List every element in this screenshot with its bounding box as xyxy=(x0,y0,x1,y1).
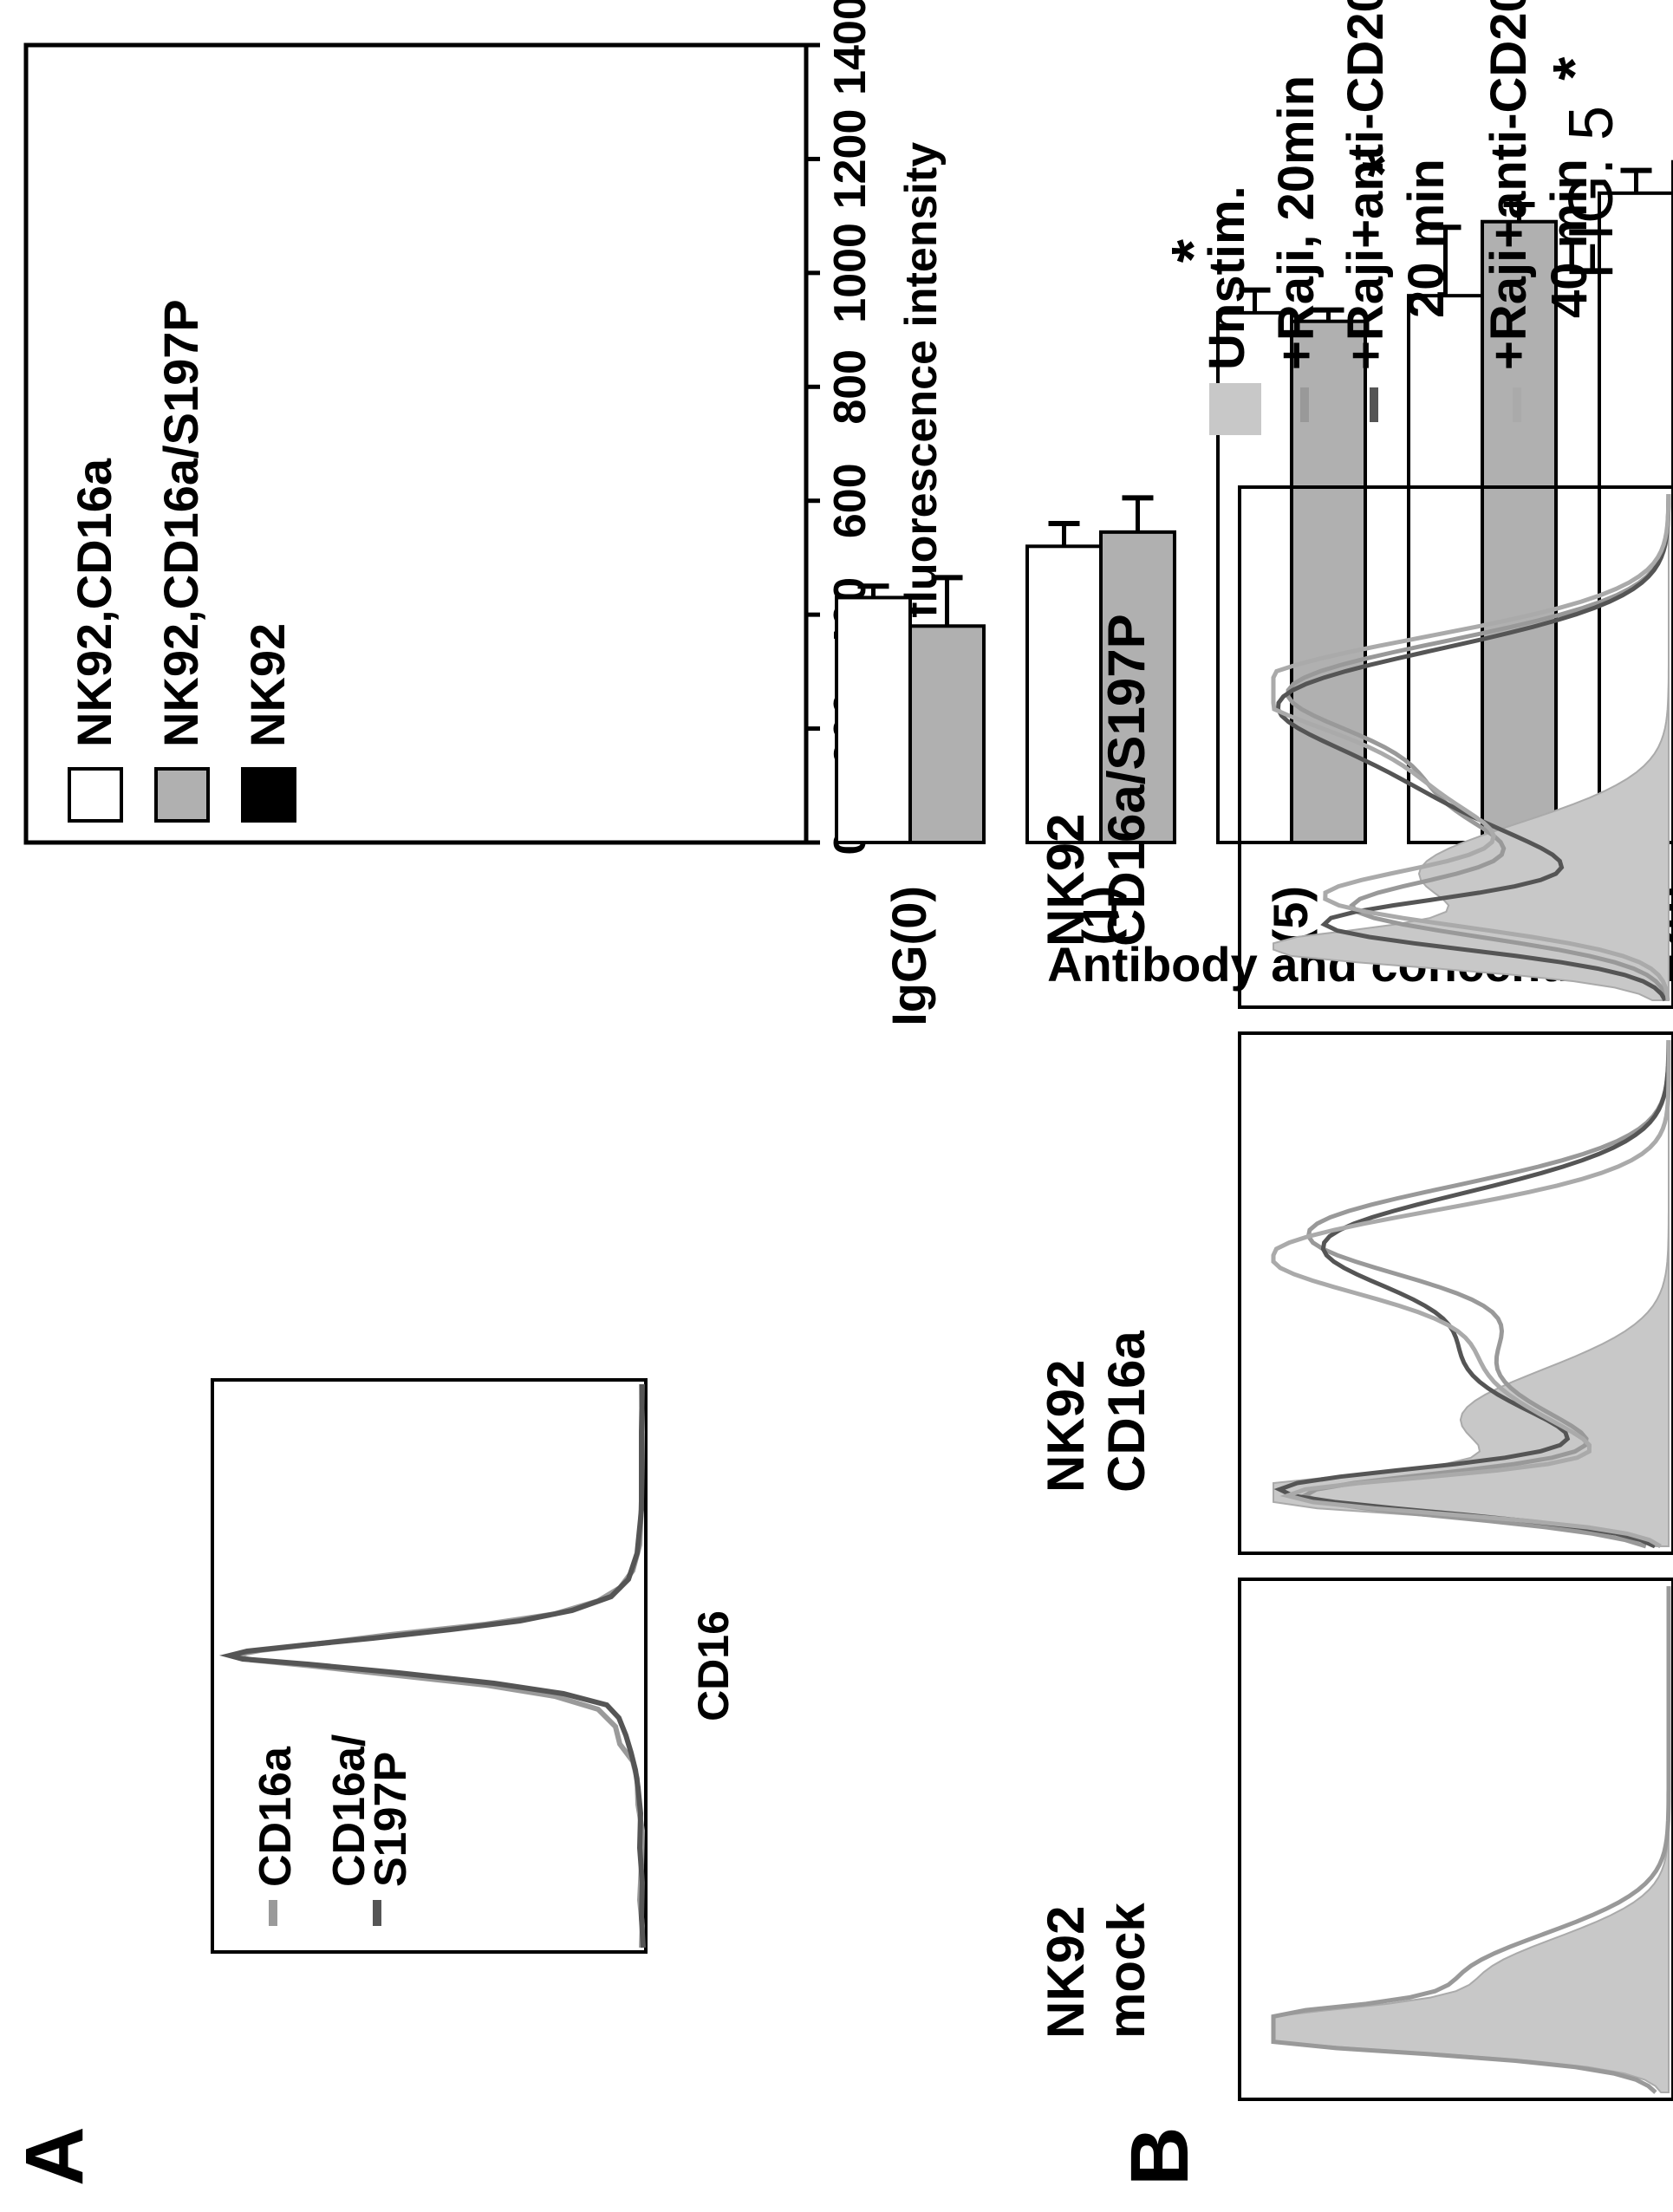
legend-swatch-cd16a xyxy=(269,1900,277,1926)
y-tick-label: 1000 xyxy=(825,223,876,323)
legend-label: NK92 xyxy=(240,623,295,747)
histogram-curve xyxy=(1271,1040,1671,1549)
cd16-histogram: CD16a CD16a/S197P CD16 xyxy=(211,1378,738,1954)
bar xyxy=(835,595,912,844)
legend-label-cd16a-s197p: CD16a/ xyxy=(324,1734,374,1887)
y-tick-label: 600 xyxy=(825,463,876,538)
subplot-title: NK92 xyxy=(1037,814,1095,947)
legend-label: +Raji, 20min xyxy=(1268,75,1325,370)
legend-label: NK92,CD16a xyxy=(67,458,121,747)
cd16-axis-label: CD16 xyxy=(689,1610,738,1721)
figure-number: FIG. 5 xyxy=(1557,106,1626,279)
bar xyxy=(908,624,986,844)
legend-label-cd16a: CD16a xyxy=(251,1746,301,1887)
histogram-frame xyxy=(1238,1031,1673,1555)
histogram-curve xyxy=(1271,1586,1671,2094)
legend-swatch xyxy=(241,767,296,823)
subplot-title: CD16a xyxy=(1097,1330,1155,1493)
y-tick-label: 1200 xyxy=(825,109,876,210)
subplot-title: mock xyxy=(1097,1903,1155,2039)
legend-label: Unstim. xyxy=(1199,185,1255,370)
legend-swatch xyxy=(1209,383,1261,435)
subplot-title: NK92 xyxy=(1037,1906,1095,2039)
bar xyxy=(1025,544,1103,844)
panel-b-label: B xyxy=(1114,2126,1206,2186)
bar-plot-frame xyxy=(23,42,809,845)
histogram-frame xyxy=(1238,485,1673,1009)
legend-label: +Raji+anti-CD20, xyxy=(1481,0,1537,370)
legend-swatch xyxy=(68,767,123,823)
cd107a-histograms: NK92mockNK92CD16aNK92CD16a/S197PCD107aUn… xyxy=(1037,0,1673,2101)
legend-swatch xyxy=(1370,387,1378,422)
unstim-fill xyxy=(1273,1586,1670,2093)
histogram-curve xyxy=(1299,1040,1671,1549)
legend-label: NK92,CD16a/S197P xyxy=(153,299,208,747)
legend-label: 20 min xyxy=(1398,159,1455,318)
histogram-frame xyxy=(1238,1578,1673,2101)
y-tick-label: 800 xyxy=(825,349,876,425)
legend-swatch xyxy=(1300,387,1309,422)
subplot-title: CD16a/S197P xyxy=(1097,614,1155,947)
legend-swatch xyxy=(1513,387,1521,422)
y-tick-label: 1400 xyxy=(825,0,876,95)
legend-label-cd16a-s197p: S197P xyxy=(366,1752,416,1887)
legend-swatch-cd16a-s197p xyxy=(373,1900,381,1926)
cd16-legend: CD16a CD16a/S197P xyxy=(251,1734,416,1926)
panel-a-label: A xyxy=(9,2126,101,2186)
histogram-curve xyxy=(1273,1039,1671,1549)
significance-star: * xyxy=(1159,238,1227,263)
cd16a-s197p-curve xyxy=(219,1383,646,1949)
mfi-bar-chart: 0200400600800100012001400Mean fluorescen… xyxy=(23,0,1673,1026)
legend-label: 40 min xyxy=(1541,159,1598,318)
bar xyxy=(1407,294,1484,844)
histogram-curve xyxy=(1271,493,1671,1001)
category-label: IgG(0) xyxy=(882,886,936,1026)
significance-star: * xyxy=(1540,56,1608,81)
unstim-fill xyxy=(1273,494,1670,1001)
significance-star: * xyxy=(1350,153,1417,178)
histogram-curve xyxy=(1275,493,1671,1002)
category-label: (1) xyxy=(1072,886,1127,945)
subplot-title: NK92 xyxy=(1037,1360,1095,1493)
cd16-histogram-frame xyxy=(211,1378,648,1954)
legend-swatch xyxy=(154,767,210,823)
legend-label: +Raji+anti-CD20, xyxy=(1338,0,1394,370)
